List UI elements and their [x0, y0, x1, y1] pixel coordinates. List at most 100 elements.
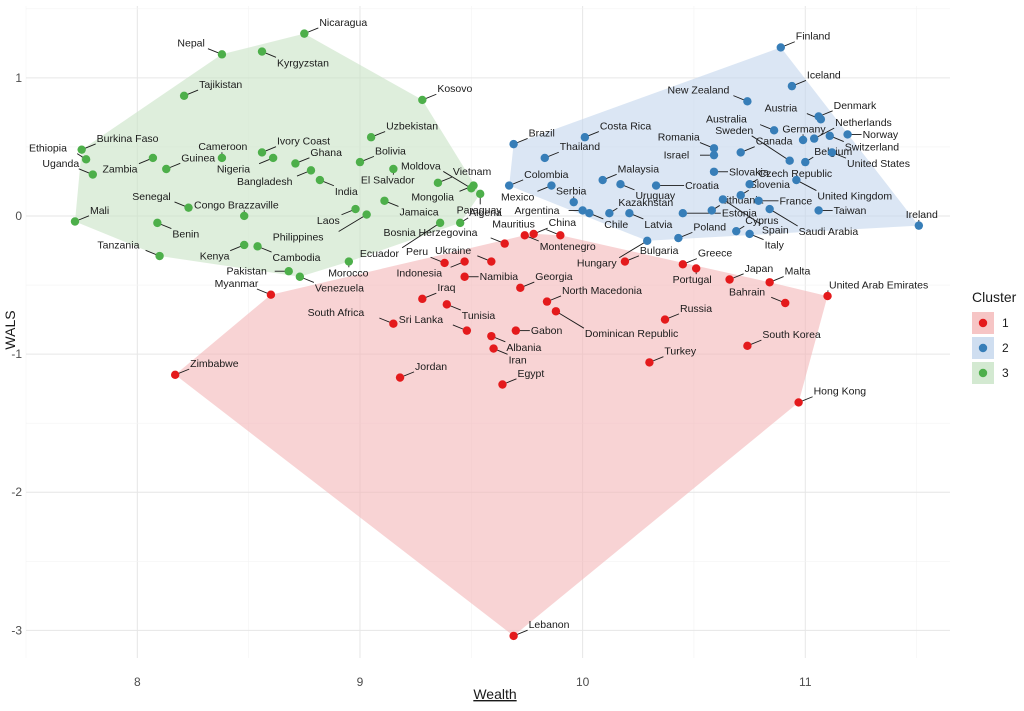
point-label: China — [549, 217, 577, 229]
data-point-cluster-2 — [754, 197, 762, 205]
point-label: New Zealand — [667, 85, 729, 97]
point-label: South Africa — [308, 307, 365, 319]
point-label: Vietnam — [453, 166, 492, 178]
point-label: Malaysia — [618, 163, 660, 175]
point-label: Ecuador — [360, 248, 400, 260]
data-point-cluster-2 — [743, 97, 751, 105]
point-label: Jamaica — [399, 206, 438, 218]
point-label: Zimbabwe — [190, 358, 239, 370]
point-label: Latvia — [644, 219, 672, 231]
data-point-cluster-2 — [598, 176, 606, 184]
point-label: Serbia — [556, 185, 587, 197]
data-point-cluster-2 — [710, 168, 718, 176]
point-label: Cyprus — [745, 215, 778, 227]
point-label: Iraq — [437, 282, 455, 294]
data-point-cluster-2 — [843, 130, 851, 138]
data-point-cluster-1 — [529, 230, 537, 238]
point-label: Ukraine — [435, 245, 471, 257]
point-label: Philippines — [273, 231, 324, 243]
point-label: Ireland — [906, 209, 938, 221]
data-point-cluster-1 — [418, 295, 426, 303]
point-label: Senegal — [132, 191, 171, 203]
data-point-cluster-1 — [794, 398, 802, 406]
point-label: Gabon — [531, 325, 563, 337]
data-point-cluster-1 — [556, 231, 564, 239]
point-label: Israel — [664, 150, 690, 162]
point-label: Guinea — [181, 152, 215, 164]
data-point-cluster-3 — [89, 170, 97, 178]
data-point-cluster-1 — [171, 371, 179, 379]
point-label: Brazil — [529, 127, 555, 139]
point-label: Switzerland — [845, 142, 899, 154]
point-label: Bangladesh — [237, 176, 293, 188]
point-label: United Arab Emirates — [829, 279, 928, 291]
data-point-cluster-3 — [82, 155, 90, 163]
point-label: Iran — [509, 354, 527, 366]
x-tick-label: 10 — [576, 675, 590, 689]
data-point-cluster-3 — [269, 154, 277, 162]
point-label: Tunisia — [462, 310, 496, 322]
data-point-cluster-1 — [512, 326, 520, 334]
point-label: Germany — [782, 123, 826, 135]
point-label: Sri Lanka — [399, 314, 444, 326]
point-label: Georgia — [535, 271, 573, 283]
point-label: Kyrgyzstan — [277, 57, 329, 69]
y-tick-label: 0 — [15, 209, 22, 223]
data-point-cluster-3 — [240, 212, 248, 220]
data-point-cluster-1 — [489, 344, 497, 352]
data-point-cluster-2 — [765, 205, 773, 213]
data-point-cluster-1 — [460, 273, 468, 281]
data-point-cluster-3 — [258, 148, 266, 156]
point-label: Portugal — [673, 274, 712, 286]
data-point-cluster-1 — [443, 300, 451, 308]
point-label: Peru — [406, 246, 428, 258]
data-point-cluster-2 — [719, 195, 727, 203]
data-point-cluster-2 — [643, 237, 651, 245]
point-label: Nepal — [177, 38, 204, 50]
data-point-cluster-3 — [162, 165, 170, 173]
data-point-cluster-2 — [785, 157, 793, 165]
point-label: El Salvador — [361, 175, 415, 187]
data-point-cluster-1 — [396, 373, 404, 381]
data-point-cluster-2 — [710, 151, 718, 159]
point-label: Hungary — [577, 258, 617, 270]
data-point-cluster-3 — [467, 184, 475, 192]
data-point-cluster-2 — [737, 148, 745, 156]
point-label: Mali — [90, 205, 109, 217]
data-point-cluster-2 — [578, 206, 586, 214]
data-point-cluster-2 — [541, 154, 549, 162]
point-label: Mongolia — [411, 191, 454, 203]
y-axis-title: WALS — [2, 310, 18, 349]
data-point-cluster-2 — [777, 43, 785, 51]
legend-label: 2 — [1002, 341, 1009, 355]
point-label: Dominican Republic — [585, 328, 678, 340]
data-point-cluster-2 — [625, 209, 633, 217]
data-point-cluster-3 — [418, 96, 426, 104]
point-label: Congo Brazzaville — [194, 199, 279, 211]
point-label: Thailand — [560, 141, 600, 153]
data-point-cluster-1 — [487, 257, 495, 265]
point-label: Tajikistan — [199, 79, 242, 91]
point-label: Netherlands — [835, 117, 892, 129]
data-point-cluster-3 — [155, 252, 163, 260]
data-point-cluster-3 — [240, 241, 248, 249]
data-point-cluster-3 — [285, 267, 293, 275]
point-label: Egypt — [517, 368, 544, 380]
point-label: Moldova — [401, 160, 441, 172]
legend-key-point — [979, 369, 987, 377]
point-label: Nicaragua — [319, 17, 367, 29]
point-label: Malta — [785, 266, 811, 278]
data-point-cluster-3 — [476, 190, 484, 198]
data-point-cluster-3 — [291, 159, 299, 167]
data-point-cluster-3 — [436, 219, 444, 227]
data-point-cluster-1 — [389, 320, 397, 328]
point-label: Argentina — [515, 205, 560, 217]
data-point-cluster-2 — [915, 221, 923, 229]
data-point-cluster-2 — [547, 181, 555, 189]
data-point-cluster-2 — [605, 209, 613, 217]
data-point-cluster-1 — [509, 632, 517, 640]
point-label: Albania — [506, 342, 541, 354]
data-point-cluster-2 — [792, 176, 800, 184]
data-point-cluster-2 — [799, 136, 807, 144]
